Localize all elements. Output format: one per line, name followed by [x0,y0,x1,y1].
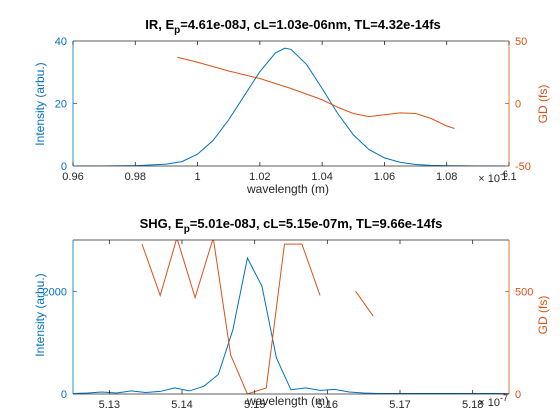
shg-x-tick-label: 5.17 [389,399,410,411]
ir-x-tick-label: 1.06 [374,171,395,183]
ir-left-y-tick-label: 0 [61,161,67,173]
shg-right-y-tick-label: 0 [515,389,521,401]
ir-series-gd-line [177,56,455,129]
ir-x-tick-label: 0.96 [62,171,83,183]
shg-x-tick-label: 5.14 [171,399,192,411]
shg-right-y-tick-label: 500 [515,286,533,298]
shg-x-tick-label: 5.18 [462,399,483,411]
ir-left-y-tick-label: 20 [55,99,67,111]
ir-right-y-tick-label: 50 [515,36,527,48]
shg-title-pre: SHG, E [140,216,184,231]
shg-title: SHG, Ep=5.01e-08J, cL=5.15e-07m, TL=9.66… [140,216,443,235]
shg-x-tick-label: 5.15 [244,399,265,411]
shg-left-y-tick-label: 0 [61,389,67,401]
ir-x-tick-label: 1 [195,171,201,183]
ir-right-y-axis-label: GD (fs) [536,85,550,124]
ir-title-pre: IR, E [145,17,174,32]
ir-title-post: =4.61e-08J, cL=1.03e-06nm, TL=4.32e-14fs [180,17,441,32]
shg-x-axis-label: wavelength (m) [246,394,329,408]
ir-subplot: IR, Ep=4.61e-08J, cL=1.03e-06nm, TL=4.32… [33,17,550,196]
shg-subplot: SHG, Ep=5.01e-08J, cL=5.15e-07m, TL=9.66… [33,216,550,411]
shg-series-intensity-line [73,256,509,394]
shg-plot-area: 5.13 5.14 5.15 5.16 5.17 5.18 0 2000 0 500 [43,239,533,411]
ir-x-exponent: × 10-6 [478,169,508,185]
ir-left-y-tick-label: 40 [55,36,67,48]
ir-title: IR, Ep=4.61e-08J, cL=1.03e-06nm, TL=4.32… [145,17,441,36]
ir-series-intensity-line [73,47,509,166]
ir-x-tick-label: 1.02 [249,171,270,183]
ir-x-exponent-base: × 10 [478,173,500,185]
ir-x-tick-label: 1.08 [436,171,457,183]
ir-plot-area: 0.96 0.98 1 1.02 1.04 1.06 1.08 1.1 0 20 40 -50 0 50 [55,36,531,183]
shg-left-y-axis-label: Intensity (arbu.) [33,273,47,356]
shg-x-tick-label: 5.13 [99,399,120,411]
ir-right-y-tick-label: 0 [515,99,521,111]
ir-left-y-axis-label: Intensity (arbu.) [33,62,47,145]
ir-right-y-tick-label: -50 [515,161,531,173]
shg-series-gd-line [141,240,374,394]
ir-x-tick-label: 1.04 [311,171,332,183]
shg-right-y-axis-label: GD (fs) [536,296,550,335]
shg-x-exponent-power: -7 [500,393,508,403]
shg-x-tick-label: 5.16 [317,399,338,411]
ir-x-tick-label: 1.1 [501,171,516,183]
shg-x-exponent-base: × 10 [478,397,500,409]
shg-title-post: =5.01e-08J, cL=5.15e-07m, TL=9.66e-14fs [190,216,443,231]
ir-title-subscript: p [174,25,180,36]
ir-x-tick-label: 0.98 [125,171,146,183]
ir-x-exponent-power: -6 [500,169,508,179]
shg-left-y-tick-label: 2000 [43,286,67,298]
shg-title-subscript: p [184,224,190,235]
ir-x-axis-label: wavelength (m) [246,182,329,196]
shg-x-exponent: × 10-7 [478,393,508,409]
